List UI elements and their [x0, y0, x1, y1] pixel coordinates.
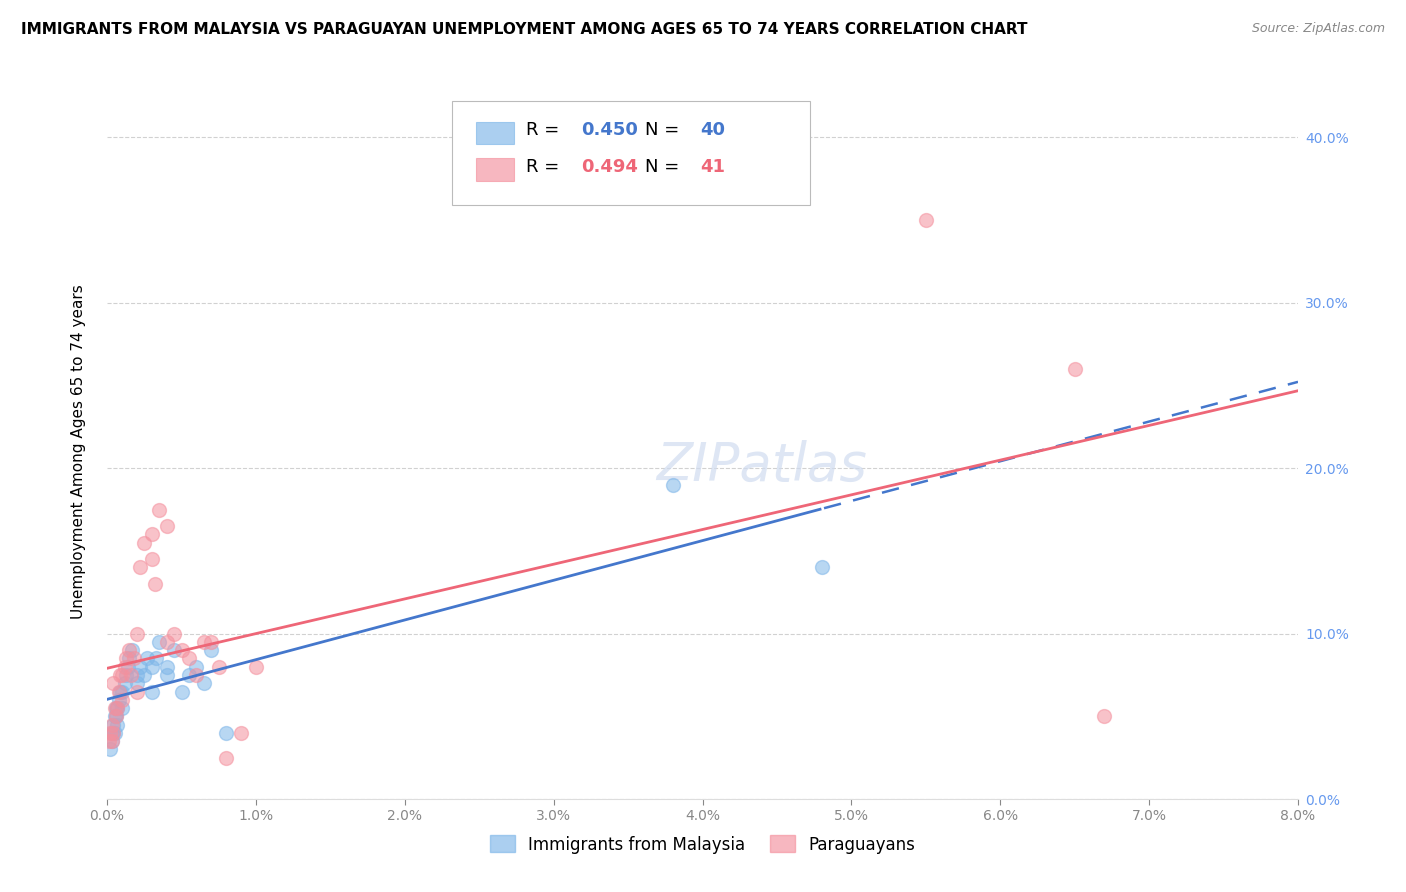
Point: [100, 726, 122, 740]
Point: [134, 668, 156, 682]
Point: [108, 693, 131, 707]
Text: ZIPatlas: ZIPatlas: [657, 440, 868, 491]
Point: [115, 668, 138, 682]
Point: [810, 560, 832, 574]
Point: [170, 684, 193, 698]
Point: [107, 701, 129, 715]
Point: [141, 659, 163, 673]
Point: [101, 726, 124, 740]
Point: [122, 651, 145, 665]
Text: Source: ZipAtlas.com: Source: ZipAtlas.com: [1251, 22, 1385, 36]
Point: [125, 668, 148, 682]
Point: [186, 659, 208, 673]
Text: 40: 40: [700, 121, 725, 139]
Point: [914, 213, 936, 227]
Point: [128, 659, 150, 673]
Point: [193, 635, 215, 649]
Text: N =: N =: [645, 121, 685, 139]
Point: [229, 726, 252, 740]
Point: [114, 659, 136, 673]
Point: [100, 734, 122, 748]
Point: [125, 676, 148, 690]
Point: [156, 519, 179, 533]
Point: [661, 477, 683, 491]
Point: [134, 535, 156, 549]
Point: [1063, 362, 1085, 376]
Text: 0.450: 0.450: [581, 121, 638, 139]
Point: [118, 643, 141, 657]
Point: [111, 668, 134, 682]
Point: [110, 684, 132, 698]
Point: [177, 651, 200, 665]
Point: [136, 651, 159, 665]
Point: [143, 577, 166, 591]
Point: [208, 659, 231, 673]
Text: 41: 41: [700, 158, 725, 176]
Point: [186, 668, 208, 682]
Point: [200, 635, 222, 649]
Text: R =: R =: [526, 158, 565, 176]
Y-axis label: Unemployment Among Ages 65 to 74 years: Unemployment Among Ages 65 to 74 years: [72, 285, 86, 619]
Point: [111, 684, 134, 698]
Point: [111, 693, 134, 707]
Point: [107, 717, 129, 731]
Point: [108, 684, 131, 698]
Point: [111, 701, 134, 715]
Point: [114, 676, 136, 690]
Point: [245, 659, 267, 673]
Point: [105, 701, 128, 715]
Point: [125, 684, 148, 698]
Point: [200, 643, 222, 657]
Point: [110, 668, 132, 682]
Point: [163, 626, 186, 640]
Text: IMMIGRANTS FROM MALAYSIA VS PARAGUAYAN UNEMPLOYMENT AMONG AGES 65 TO 74 YEARS CO: IMMIGRANTS FROM MALAYSIA VS PARAGUAYAN U…: [21, 22, 1028, 37]
Point: [148, 635, 170, 649]
Point: [215, 726, 238, 740]
Point: [105, 709, 128, 723]
Point: [103, 726, 125, 740]
Point: [107, 701, 129, 715]
Point: [156, 659, 179, 673]
Point: [98, 726, 121, 740]
Point: [100, 717, 122, 731]
Point: [98, 742, 121, 756]
Point: [163, 643, 186, 657]
Point: [115, 651, 138, 665]
Point: [103, 701, 125, 715]
Point: [156, 668, 179, 682]
Point: [141, 527, 163, 541]
Point: [100, 734, 122, 748]
Point: [148, 502, 170, 516]
FancyBboxPatch shape: [477, 121, 515, 144]
Point: [1094, 709, 1116, 723]
Point: [105, 709, 128, 723]
FancyBboxPatch shape: [477, 159, 515, 181]
Text: R =: R =: [526, 121, 565, 139]
Point: [128, 560, 150, 574]
Point: [101, 717, 124, 731]
Point: [125, 626, 148, 640]
Point: [97, 734, 120, 748]
Point: [101, 676, 124, 690]
Point: [156, 635, 179, 649]
Point: [120, 668, 142, 682]
Text: 0.494: 0.494: [581, 158, 638, 176]
Point: [193, 676, 215, 690]
Point: [121, 643, 143, 657]
Point: [215, 750, 238, 764]
Point: [103, 709, 125, 723]
Point: [177, 668, 200, 682]
Legend: Immigrants from Malaysia, Paraguayans: Immigrants from Malaysia, Paraguayans: [484, 829, 922, 860]
Text: N =: N =: [645, 158, 685, 176]
Point: [118, 651, 141, 665]
Point: [117, 659, 139, 673]
Point: [170, 643, 193, 657]
FancyBboxPatch shape: [453, 101, 810, 205]
Point: [101, 726, 124, 740]
Point: [141, 684, 163, 698]
Point: [145, 651, 167, 665]
Point: [141, 552, 163, 566]
